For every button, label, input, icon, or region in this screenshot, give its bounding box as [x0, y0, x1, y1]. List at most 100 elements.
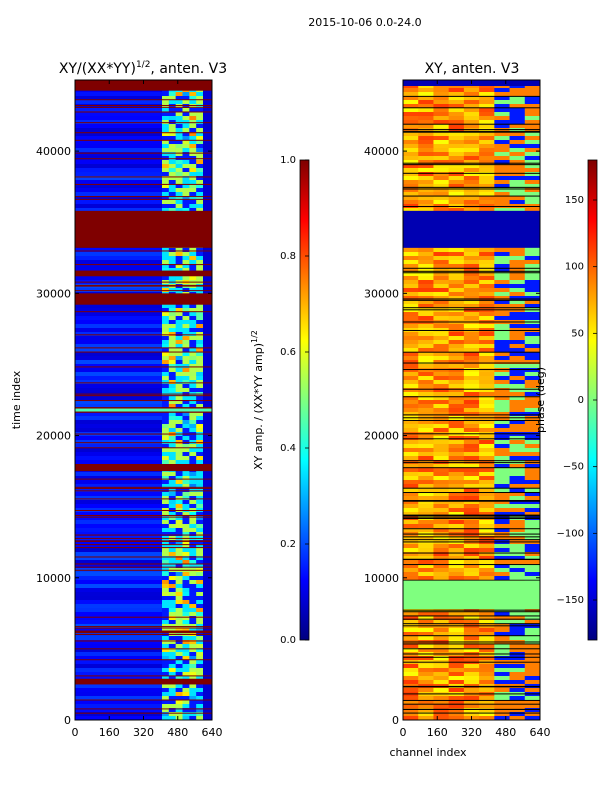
phase-heatmap-cell [463, 568, 480, 573]
amp-heatmap-cell [196, 172, 204, 177]
phase-heatmap-cell [463, 612, 480, 617]
amp-heatmap-cell [182, 560, 190, 565]
amp-flag-line [75, 105, 212, 107]
phase-heatmap-cell [463, 280, 480, 285]
amp-heatmap-cell [175, 196, 183, 201]
amp-heatmap-cell [182, 696, 190, 701]
phase-heatmap-cell [509, 132, 526, 137]
phase-heatmap-cell [433, 264, 449, 269]
amp-heatmap-cell [182, 496, 190, 501]
phase-heatmap-cell [509, 656, 526, 661]
phase-heatmap-cell [418, 452, 434, 457]
amp-heatmap-cell [196, 656, 204, 661]
amp-heatmap-cell [162, 136, 170, 141]
amp-heatmap-cell [182, 344, 190, 349]
amp-heatmap-cell [162, 500, 170, 505]
phase-heatmap-cell [509, 248, 526, 253]
phase-heatmap-cell [463, 100, 480, 105]
amp-heatmap-cell [196, 692, 204, 697]
amp-heatmap-cell [168, 588, 176, 593]
phase-heatmap-cell [463, 564, 480, 569]
phase-heatmap-cell [418, 132, 434, 137]
amp-heatmap-cell [168, 476, 176, 481]
phase-heatmap-cell [403, 668, 419, 673]
amp-heatmap-cell [162, 628, 170, 633]
amp-heatmap-cell [182, 320, 190, 325]
phase-heatmap-cell [418, 144, 434, 149]
phase-heatmap-cell [509, 444, 526, 449]
amp-heatmap-cell [182, 92, 190, 97]
amp-heatmap-cell [203, 620, 212, 625]
amp-heatmap-cell [175, 368, 183, 373]
phase-heatmap-cell [494, 364, 510, 369]
amp-heatmap-cell [196, 96, 204, 101]
amp-heatmap-cell [168, 420, 176, 425]
amp-heatmap-cell [168, 452, 176, 457]
amp-heatmap-cell [203, 320, 212, 325]
amp-heatmap-cell [175, 204, 183, 209]
phase-heatmap-cell [509, 364, 526, 369]
amp-heatmap-cell [75, 304, 162, 309]
phase-heatmap-cell [463, 324, 480, 329]
amp-heatmap-cell [182, 644, 190, 649]
phase-heatmap-cell [479, 264, 495, 269]
phase-heatmap-cell [509, 292, 526, 297]
amp-heatmap-cell [182, 604, 190, 609]
phase-flag-line [403, 693, 540, 695]
amp-heatmap-cell [182, 712, 190, 717]
phase-heatmap-cell [403, 700, 419, 705]
amp-flag-line [75, 281, 212, 283]
phase-flag-line [403, 107, 540, 109]
phase-heatmap-cell [494, 424, 510, 429]
phase-heatmap-cell [524, 384, 540, 389]
phase-flag-line [403, 685, 540, 687]
phase-heatmap-cell [463, 188, 480, 193]
phase-heatmap-cell [463, 304, 480, 309]
phase-heatmap-cell [418, 300, 434, 305]
phase-heatmap-cell [494, 344, 510, 349]
amp-heatmap-cell [182, 708, 190, 713]
phase-heatmap-cell [463, 476, 480, 481]
phase-heatmap-cell [463, 628, 480, 633]
amp-heatmap-cell [203, 188, 212, 193]
phase-heatmap-cell [433, 200, 449, 205]
amp-heatmap-cell [175, 696, 183, 701]
phase-heatmap-cell [494, 568, 510, 573]
phase-heatmap-cell [494, 292, 510, 297]
phase-heatmap-cell [403, 272, 419, 277]
phase-heatmap-cell [479, 360, 495, 365]
phase-heatmap-cell [448, 424, 465, 429]
phase-heatmap-cell [479, 140, 495, 145]
phase-heatmap-cell [509, 404, 526, 409]
phase-heatmap-cell [418, 136, 434, 141]
phase-heatmap-cell [479, 696, 495, 701]
amp-heatmap-cell [203, 656, 212, 661]
phase-flag-line [403, 267, 540, 269]
phase-heatmap-cell [524, 404, 540, 409]
amp-heatmap-cell [189, 356, 197, 361]
amp-heatmap-cell [203, 128, 212, 133]
amp-heatmap-cell [189, 552, 197, 557]
amp-heatmap-cell [182, 376, 190, 381]
amp-heatmap-cell [162, 120, 170, 125]
amp-heatmap-cell [75, 712, 162, 717]
amp-heatmap-cell [175, 580, 183, 585]
amp-heatmap-cell [182, 328, 190, 333]
amp-heatmap-cell [168, 704, 176, 709]
phase-heatmap-cell [494, 104, 510, 109]
phase-heatmap-cell [463, 144, 480, 149]
amp-heatmap-cell [75, 596, 162, 601]
phase-heatmap-cell [479, 524, 495, 529]
phase-heatmap-cell [433, 188, 449, 193]
phase-heatmap-cell [418, 440, 434, 445]
phase-heatmap-cell [433, 424, 449, 429]
phase-heatmap-cell [509, 524, 526, 529]
phase-flag-line [403, 462, 540, 464]
amp-heatmap-cell [203, 612, 212, 617]
amp-heatmap-cell [182, 304, 190, 309]
phase-flag-line [403, 618, 540, 620]
amp-heatmap-cell [75, 540, 162, 545]
phase-flag-line [403, 539, 540, 541]
amp-heatmap-cell [203, 132, 212, 137]
amp-heatmap-cell [196, 324, 204, 329]
